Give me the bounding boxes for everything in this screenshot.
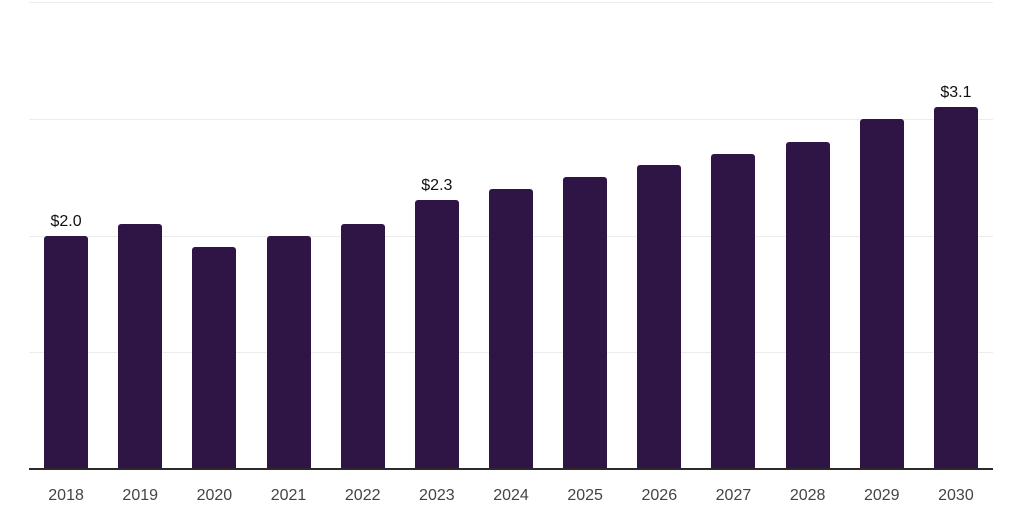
bar-2029 [859, 118, 904, 469]
data-label-2023: $2.3 [421, 177, 453, 195]
x-tick-label-2021: 2021 [270, 487, 307, 504]
gridline-3 [29, 118, 993, 120]
x-tick-label-2018: 2018 [48, 487, 84, 504]
bar-2025 [563, 177, 608, 469]
bar-2030 [933, 107, 978, 469]
x-tick-label-2025: 2025 [567, 487, 603, 504]
bar-2020 [192, 247, 237, 469]
bar-2027 [711, 153, 756, 469]
bar-2028 [785, 142, 830, 469]
data-label-2018: $2.0 [50, 212, 82, 230]
x-tick-label-2029: 2029 [863, 487, 900, 504]
x-tick-label-2020: 2020 [196, 487, 233, 504]
x-tick-label-2019: 2019 [122, 487, 159, 504]
x-tick-label-2026: 2026 [641, 487, 678, 504]
gridline-4 [29, 2, 993, 3]
plot-area: $2.0 $2.3 $3.1 [29, 2, 993, 470]
bar-2026 [637, 165, 682, 469]
bar-2018 [44, 235, 89, 469]
bar-2023 [414, 200, 459, 469]
x-axis-line [29, 468, 993, 470]
bar-2019 [118, 223, 163, 469]
data-label-2030: $3.1 [940, 84, 972, 102]
bar-2024 [489, 188, 533, 469]
x-tick-label-2024: 2024 [493, 487, 529, 504]
x-tick-label-2023: 2023 [419, 487, 455, 504]
bar-2021 [266, 235, 311, 469]
x-tick-label-2030: 2030 [938, 487, 974, 504]
x-tick-label-2027: 2027 [715, 487, 752, 504]
x-tick-label-2028: 2028 [789, 487, 826, 504]
x-tick-label-2022: 2022 [344, 487, 381, 504]
bar-2022 [340, 223, 385, 469]
